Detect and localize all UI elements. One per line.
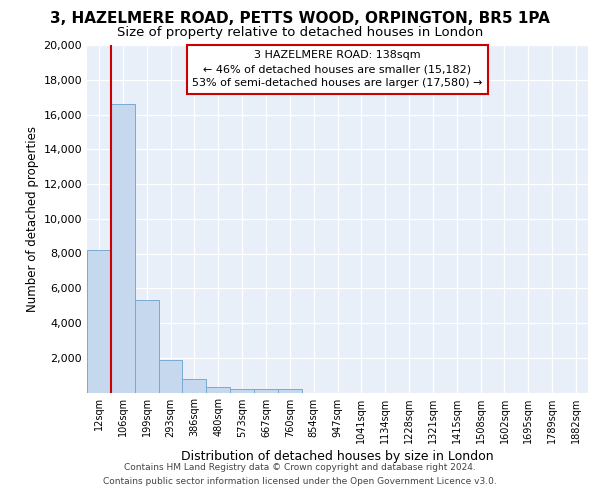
Bar — [206, 387, 230, 392]
Bar — [111, 104, 135, 393]
Bar — [182, 379, 206, 392]
X-axis label: Distribution of detached houses by size in London: Distribution of detached houses by size … — [181, 450, 494, 463]
Y-axis label: Number of detached properties: Number of detached properties — [26, 126, 40, 312]
Text: Size of property relative to detached houses in London: Size of property relative to detached ho… — [117, 26, 483, 39]
Bar — [254, 389, 278, 392]
Bar — [158, 360, 182, 392]
Text: 3 HAZELMERE ROAD: 138sqm
← 46% of detached houses are smaller (15,182)
53% of se: 3 HAZELMERE ROAD: 138sqm ← 46% of detach… — [193, 50, 482, 88]
Text: Contains HM Land Registry data © Crown copyright and database right 2024.: Contains HM Land Registry data © Crown c… — [124, 464, 476, 472]
Bar — [135, 300, 158, 392]
Text: 3, HAZELMERE ROAD, PETTS WOOD, ORPINGTON, BR5 1PA: 3, HAZELMERE ROAD, PETTS WOOD, ORPINGTON… — [50, 11, 550, 26]
Text: Contains public sector information licensed under the Open Government Licence v3: Contains public sector information licen… — [103, 477, 497, 486]
Bar — [278, 390, 302, 392]
Bar — [87, 250, 111, 392]
Bar — [230, 388, 254, 392]
